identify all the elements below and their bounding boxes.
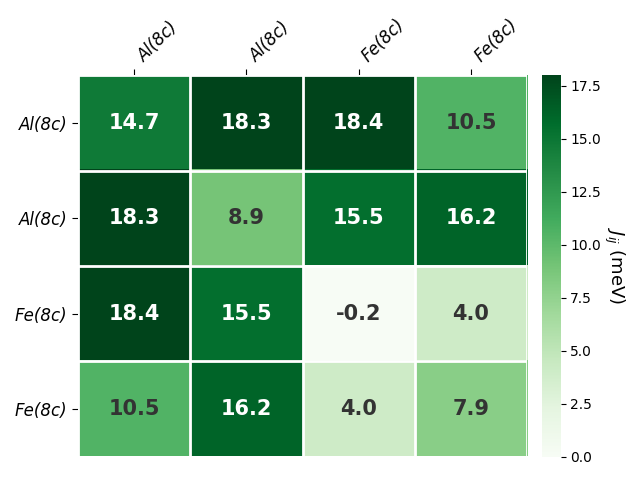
Text: 16.2: 16.2 xyxy=(445,208,497,228)
Text: 4.0: 4.0 xyxy=(452,303,490,324)
Text: 18.4: 18.4 xyxy=(109,303,160,324)
Text: 4.0: 4.0 xyxy=(340,399,377,419)
Text: 18.3: 18.3 xyxy=(221,113,272,133)
Text: 18.4: 18.4 xyxy=(333,113,385,133)
Text: 16.2: 16.2 xyxy=(221,399,272,419)
Text: 15.5: 15.5 xyxy=(221,303,272,324)
Text: 18.3: 18.3 xyxy=(109,208,160,228)
Y-axis label: $J_{ij}$ (meV): $J_{ij}$ (meV) xyxy=(602,228,626,304)
Text: -0.2: -0.2 xyxy=(336,303,381,324)
Text: 8.9: 8.9 xyxy=(228,208,265,228)
Text: 14.7: 14.7 xyxy=(109,113,160,133)
Text: 15.5: 15.5 xyxy=(333,208,385,228)
Text: 7.9: 7.9 xyxy=(452,399,490,419)
Text: 10.5: 10.5 xyxy=(445,113,497,133)
Text: 10.5: 10.5 xyxy=(108,399,160,419)
